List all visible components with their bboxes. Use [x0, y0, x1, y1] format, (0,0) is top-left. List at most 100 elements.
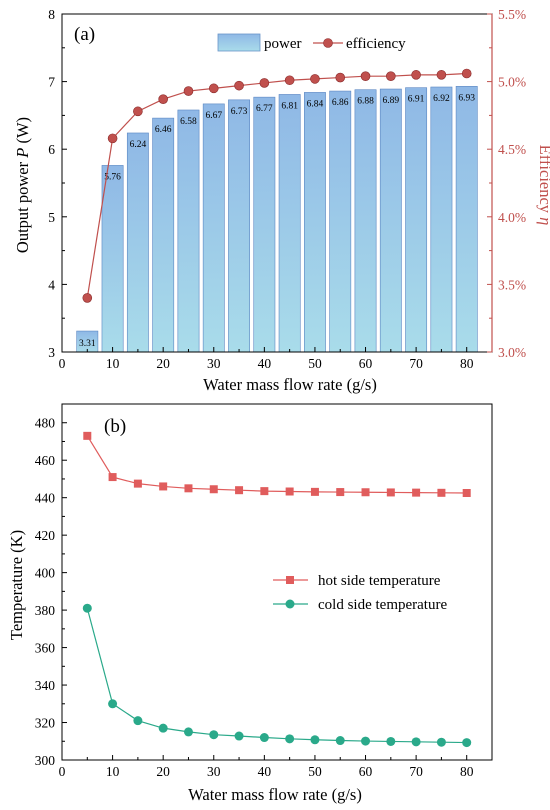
cold-side-point [158, 723, 168, 733]
efficiency-point [259, 78, 270, 88]
legend-hot-label: hot side temperature [318, 573, 441, 589]
panel-b-y-axis-label: Temperature (K) [7, 530, 26, 640]
right-y-tick-label: 3.0% [498, 345, 526, 360]
efficiency-point [411, 70, 421, 80]
cold-side-point [259, 733, 269, 743]
legend-hot-marker [286, 576, 294, 584]
x-tick-label: 70 [409, 356, 423, 371]
panel-a-legend: power efficiency [217, 33, 406, 52]
cold-side-point [335, 736, 345, 746]
cold-side-point [108, 699, 118, 709]
x-tick-label: 50 [308, 356, 322, 371]
power-bar-value-label: 3.31 [79, 339, 96, 349]
cold-side-point [436, 737, 446, 747]
x-tick-label: 40 [258, 764, 272, 779]
hot-side-point [235, 486, 244, 495]
y-tick-label: 380 [35, 603, 56, 618]
temperature-points [82, 431, 472, 748]
x-tick-label: 20 [156, 356, 170, 371]
legend-cold-label: cold side temperature [318, 597, 447, 613]
right-y-tick-label: 5.5% [498, 7, 526, 22]
hot-side-point [209, 485, 218, 494]
efficiency-point [107, 133, 118, 144]
panel-a-x-axis-label: Water mass flow rate (g/s) [203, 375, 377, 394]
efficiency-point [386, 71, 396, 81]
cold-side-point [310, 735, 320, 745]
power-bar-value-label: 6.67 [205, 111, 222, 121]
panel-a-frame [61, 13, 493, 353]
power-bar-value-label: 6.93 [458, 93, 475, 103]
panel-b-chart: 0 10 20 30 40 50 60 70 80 300 320 340 360 380 400 420 4… [7, 403, 493, 804]
hot-side-point [83, 431, 92, 440]
power-bar [304, 92, 326, 353]
y-tick-label: 4 [48, 277, 55, 292]
x-tick-label: 20 [156, 764, 170, 779]
hot-side-point [437, 488, 446, 497]
cold-side-point [285, 734, 295, 744]
x-tick-label: 50 [308, 764, 322, 779]
cold-side-point [133, 716, 143, 726]
temperature-lines [86, 435, 467, 744]
panel-b-frame [61, 403, 493, 761]
power-bar-value-label: 6.73 [231, 107, 248, 117]
cold-side-point [386, 736, 396, 746]
panel-a-chart: 3.31 5.76 6.24 6.46 6.58 6.67 6.73 6.77 6.81 6.84… [13, 7, 550, 394]
panel-b-x-axis-label: Water mass flow rate (g/s) [188, 785, 362, 804]
power-bar [354, 89, 377, 353]
efficiency-point [335, 72, 346, 83]
panel-a-right-y-ticks: 3.0% 3.5% 4.0% 4.5% 5.0% 5.5% [487, 7, 526, 360]
y-tick-label: 8 [48, 7, 55, 22]
panel-a-x-ticks: 0 10 20 30 40 50 60 70 80 [59, 347, 474, 371]
cold-side-point [209, 730, 219, 740]
power-bar-value-label: 6.81 [281, 101, 298, 111]
y-tick-label: 360 [35, 641, 56, 656]
power-bar [101, 165, 124, 353]
efficiency-point [208, 83, 219, 94]
hot-side-line [86, 435, 467, 494]
cold-side-point [462, 738, 472, 748]
legend-power-label: power [264, 36, 302, 52]
power-bar [177, 109, 200, 353]
right-y-tick-label: 5.0% [498, 75, 526, 90]
right-y-tick-label: 4.5% [498, 142, 526, 157]
legend-cold-marker [285, 599, 295, 609]
power-bar [278, 94, 301, 353]
power-bar [405, 87, 428, 353]
legend-power-swatch [217, 33, 261, 52]
efficiency-line [86, 72, 467, 299]
panel-a-left-y-axis-label: Output power P (W) [13, 117, 32, 253]
power-bar-value-label: 6.88 [357, 97, 374, 107]
hot-side-point [361, 488, 370, 497]
hot-side-point [184, 484, 193, 493]
y-tick-label: 6 [48, 142, 55, 157]
x-tick-label: 10 [106, 356, 120, 371]
x-tick-label: 30 [207, 764, 221, 779]
cold-side-line [86, 608, 467, 744]
efficiency-point [158, 94, 168, 104]
hot-side-point [462, 489, 471, 497]
x-tick-label: 0 [59, 764, 66, 779]
panel-a-left-y-ticks: 3 4 5 6 7 8 [48, 7, 67, 360]
y-tick-label: 7 [48, 75, 55, 90]
power-bar-value-label: 6.58 [180, 117, 197, 127]
hot-side-point [386, 488, 395, 497]
x-tick-label: 80 [460, 356, 474, 371]
cold-side-point [411, 737, 421, 747]
hot-side-point [336, 488, 345, 497]
panel-a-label: (a) [74, 24, 95, 45]
power-bar [152, 117, 175, 353]
cold-side-point [361, 736, 371, 746]
power-bars [76, 86, 478, 353]
power-bar-value-label: 6.86 [332, 98, 349, 108]
power-bar [329, 90, 352, 353]
cold-side-point [82, 603, 92, 613]
power-bar-value-label: 6.89 [383, 96, 400, 106]
y-tick-label: 300 [35, 753, 56, 768]
right-y-tick-label: 4.0% [498, 210, 526, 225]
cold-side-point [234, 731, 244, 741]
panel-b-label: (b) [104, 416, 126, 437]
legend-efficiency-marker [323, 38, 333, 48]
power-bar [253, 96, 276, 353]
hot-side-point [133, 479, 142, 488]
